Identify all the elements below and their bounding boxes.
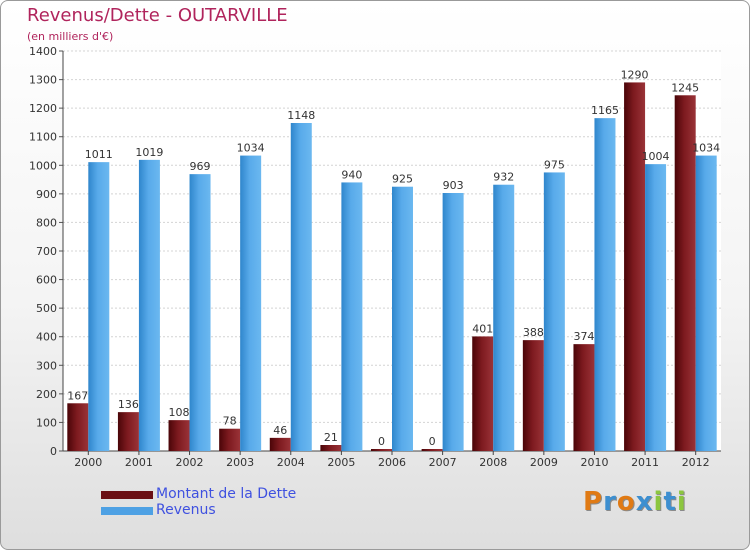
data-label-debt: 78 — [223, 415, 237, 428]
data-label-debt: 401 — [472, 322, 493, 335]
bar-debt — [624, 82, 646, 451]
x-tick-label: 2011 — [631, 456, 659, 469]
x-tick-label: 2003 — [226, 456, 254, 469]
x-tick-label: 2000 — [74, 456, 102, 469]
bar-debt — [674, 95, 696, 452]
data-label-revenus: 1148 — [287, 109, 315, 122]
y-tick-label: 1400 — [29, 45, 57, 58]
y-tick-label: 900 — [36, 188, 57, 201]
data-label-revenus: 975 — [544, 158, 565, 171]
proxiti-logo: Proxiti — [583, 487, 687, 517]
data-label-revenus: 1004 — [642, 150, 670, 163]
y-tick-label: 200 — [36, 388, 57, 401]
legend-swatch-debt — [101, 491, 153, 499]
data-label-debt: 136 — [118, 398, 139, 411]
bar-revenus — [594, 118, 616, 452]
bar-revenus — [543, 172, 565, 451]
data-label-debt: 108 — [169, 406, 190, 419]
bar-debt — [67, 403, 89, 451]
data-label-debt: 1245 — [671, 81, 699, 94]
y-tick-label: 1200 — [29, 102, 57, 115]
bar-debt — [522, 340, 544, 451]
data-label-revenus: 1011 — [85, 148, 113, 161]
data-label-revenus: 925 — [392, 173, 413, 186]
y-tick-label: 800 — [36, 216, 57, 229]
bar-revenus — [290, 123, 312, 451]
bar-debt — [117, 412, 139, 451]
y-tick-label: 1100 — [29, 131, 57, 144]
data-label-debt: 46 — [273, 424, 287, 437]
bar-debt — [371, 449, 392, 451]
chart-title: Revenus/Dette - OUTARVILLE — [27, 5, 288, 26]
x-tick-label: 2009 — [530, 456, 558, 469]
x-tick-label: 2005 — [327, 456, 355, 469]
y-tick-label: 700 — [36, 245, 57, 258]
y-tick-label: 1000 — [29, 159, 57, 172]
y-tick-label: 300 — [36, 359, 57, 372]
data-label-debt: 374 — [573, 330, 594, 343]
bar-revenus — [138, 159, 160, 451]
bar-debt — [168, 420, 190, 451]
x-tick-label: 2004 — [277, 456, 305, 469]
bar-revenus — [341, 182, 363, 451]
y-tick-label: 0 — [50, 445, 57, 458]
legend-swatch-revenus — [101, 507, 153, 515]
x-tick-label: 2008 — [479, 456, 507, 469]
data-label-revenus: 1019 — [135, 146, 163, 159]
data-label-debt: 167 — [67, 389, 88, 402]
bar-debt — [472, 336, 494, 451]
bar-revenus — [392, 186, 413, 451]
data-label-debt: 1290 — [621, 68, 649, 81]
x-tick-label: 2006 — [378, 456, 406, 469]
x-tick-label: 2002 — [176, 456, 204, 469]
bar-revenus — [442, 193, 464, 451]
bar-debt — [219, 428, 241, 451]
data-label-debt: 21 — [324, 431, 338, 444]
x-tick-label: 2012 — [682, 456, 710, 469]
y-tick-label: 500 — [36, 302, 57, 315]
y-tick-label: 100 — [36, 416, 57, 429]
bar-debt — [573, 344, 595, 451]
legend-label-debt: Montant de la Dette — [156, 486, 297, 502]
legend-label-revenus: Revenus — [156, 502, 216, 518]
x-tick-label: 2010 — [580, 456, 608, 469]
bar-revenus — [493, 184, 515, 451]
data-label-revenus: 903 — [443, 179, 464, 192]
bar-debt — [269, 437, 291, 451]
bar-debt — [421, 449, 443, 451]
bar-revenus — [645, 164, 667, 451]
data-label-revenus: 1165 — [591, 104, 619, 117]
y-tick-label: 600 — [36, 274, 57, 287]
y-tick-label: 400 — [36, 331, 57, 344]
bar-revenus — [189, 174, 211, 451]
data-label-debt: 388 — [523, 326, 544, 339]
data-label-revenus: 940 — [341, 168, 362, 181]
chart-subtitle: (en milliers d'€) — [27, 30, 114, 43]
data-label-revenus: 969 — [190, 160, 211, 173]
x-tick-label: 2001 — [125, 456, 153, 469]
bar-revenus — [695, 155, 717, 452]
bar-debt — [320, 445, 342, 451]
x-tick-label: 2007 — [429, 456, 457, 469]
data-label-revenus: 932 — [493, 171, 514, 184]
y-tick-label: 1300 — [29, 74, 57, 87]
data-label-debt: 0 — [429, 435, 436, 448]
bar-revenus — [88, 162, 110, 451]
data-label-revenus: 1034 — [692, 142, 720, 155]
data-label-revenus: 1034 — [237, 142, 265, 155]
data-label-debt: 0 — [378, 435, 385, 448]
bar-revenus — [240, 155, 262, 452]
